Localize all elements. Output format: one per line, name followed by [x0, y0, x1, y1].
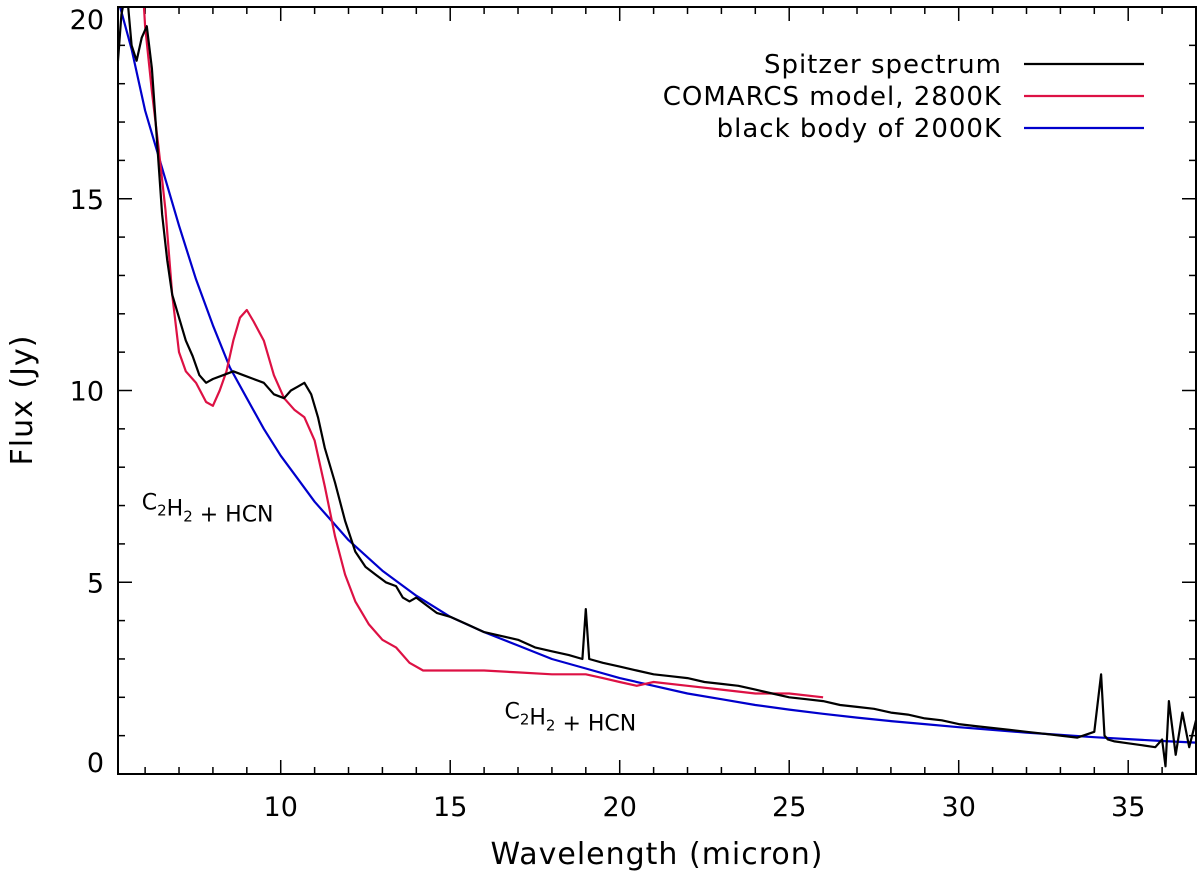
annotation-text: H	[167, 496, 184, 521]
legend-label-2: COMARCS model, 2800K	[663, 82, 1002, 112]
annot-lower: C2H2 + HCN	[504, 699, 636, 736]
x-tick-label: 30	[942, 792, 976, 823]
subscript: 2	[157, 501, 167, 519]
y-tick-label: 5	[87, 568, 104, 599]
subscript: 2	[183, 507, 193, 525]
annotation-text: C	[504, 699, 519, 724]
axis-ticks	[118, 6, 1197, 775]
legend-label-3: black body of 2000K	[717, 114, 1002, 144]
annotation-text: + HCN	[555, 711, 636, 736]
series-line-1	[118, 7, 1196, 768]
x-tick-label: 10	[264, 792, 298, 823]
legend-label-1: Spitzer spectrum	[764, 50, 1002, 80]
x-tick-label: 20	[603, 792, 637, 823]
series-line-3	[118, 7, 1196, 744]
x-axis-title: Wavelength (micron)	[490, 837, 823, 872]
y-tick-label: 0	[87, 748, 104, 779]
plot-frame	[117, 6, 1197, 775]
x-tick-label: 25	[772, 792, 806, 823]
annotation-text: C	[142, 490, 157, 515]
y-tick-label: 20	[70, 5, 104, 36]
x-tick-label: 35	[1111, 792, 1145, 823]
annotation-text: H	[529, 705, 546, 730]
subscript: 2	[520, 710, 530, 728]
annotation-text: + HCN	[193, 502, 274, 527]
y-tick-label: 15	[70, 185, 104, 216]
y-tick-label: 10	[70, 377, 104, 408]
subscript: 2	[546, 716, 556, 734]
y-axis-title: Flux (Jy)	[5, 335, 40, 466]
x-tick-label: 15	[433, 792, 467, 823]
series-line-2	[142, 7, 824, 699]
annot-upper: C2H2 + HCN	[142, 490, 274, 527]
tick-labels: 10 15 20 25 30 35 0 5 10 15 20	[70, 5, 1146, 823]
series-layer	[118, 7, 1196, 768]
